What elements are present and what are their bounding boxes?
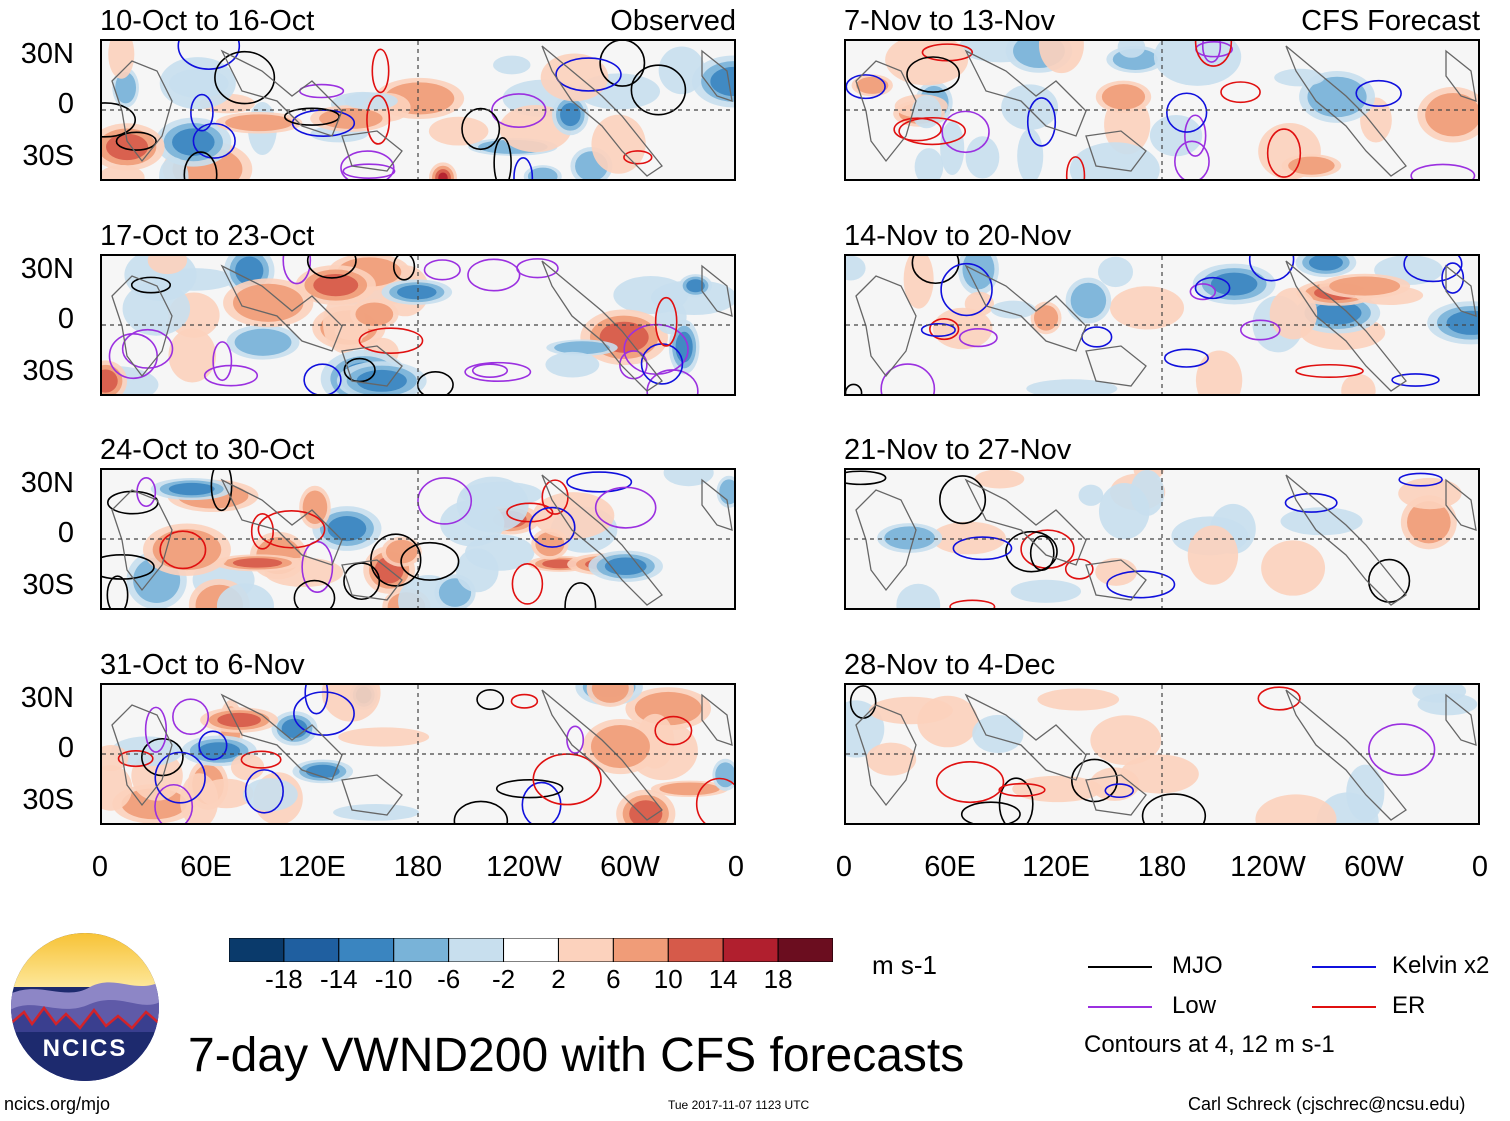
lat-tick-2-0: 0	[57, 303, 74, 335]
colorbar-swatch-2	[338, 937, 395, 963]
observed-lon-tick-4: 120W	[486, 851, 562, 883]
colorbar-swatch-10	[777, 937, 834, 963]
forecast-panel-title-4: 28-Nov to 4-Dec	[844, 649, 1056, 681]
ncics-logo: NCICS	[10, 932, 160, 1082]
forecast-map-1	[844, 39, 1480, 181]
observed-lon-tick-3: 180	[393, 851, 443, 883]
colorbar-tick-8: 14	[708, 964, 738, 994]
colorbar-swatch-3	[393, 937, 450, 963]
colorbar-swatch-0	[228, 937, 285, 963]
legend-line-mjo	[1088, 966, 1152, 968]
observed-panel-title-1: 10-Oct to 16-Oct	[100, 5, 315, 37]
lat-tick-4-0: 0	[57, 732, 74, 764]
colorbar	[228, 937, 834, 963]
observed-map-2	[100, 254, 736, 396]
legend-label-low: Low	[1172, 992, 1217, 1019]
lat-tick-1-30N: 30N	[20, 38, 74, 70]
logo-text: NCICS	[43, 1035, 128, 1062]
colorbar-tick-0: -18	[265, 964, 303, 994]
colorbar-tick-4: -2	[491, 964, 516, 994]
forecast-lon-tick-1: 60E	[924, 851, 976, 883]
observed-panel-title-2: 17-Oct to 23-Oct	[100, 220, 315, 252]
colorbar-swatch-6	[557, 937, 614, 963]
observed-lon-tick-2: 120E	[278, 851, 346, 883]
forecast-map-3	[844, 468, 1480, 610]
lat-tick-3-30N: 30N	[20, 467, 74, 499]
colorbar-tick-3: -6	[437, 964, 461, 994]
colorbar-tick-1: -14	[320, 964, 358, 994]
forecast-lon-tick-3: 180	[1137, 851, 1187, 883]
colorbar-units: m s-1	[872, 950, 937, 980]
legend-label-mjo: MJO	[1172, 952, 1223, 979]
colorbar-swatch-1	[283, 937, 340, 963]
legend-line-low	[1088, 1006, 1152, 1008]
colorbar-swatch-7	[612, 937, 669, 963]
footer-url: ncics.org/mjo	[4, 1094, 111, 1114]
observed-lon-tick-0: 0	[91, 851, 109, 883]
lat-tick-2-30S: 30S	[22, 355, 74, 387]
chart-title: 7-day VWND200 with CFS forecasts	[188, 1029, 965, 1082]
colorbar-tick-7: 10	[653, 964, 683, 994]
observed-label: Observed	[610, 5, 736, 37]
forecast-lon-tick-2: 120E	[1022, 851, 1090, 883]
lat-tick-4-30N: 30N	[20, 682, 74, 714]
colorbar-tick-6: 6	[606, 964, 621, 994]
footer-timestamp: Tue 2017-11-07 1123 UTC	[668, 1098, 810, 1112]
forecast-label: CFS Forecast	[1301, 5, 1480, 37]
colorbar-swatch-8	[667, 937, 724, 963]
legend-line-er	[1312, 1006, 1376, 1008]
forecast-panel-title-2: 14-Nov to 20-Nov	[844, 220, 1072, 252]
legend-line-kelvin-x2	[1312, 966, 1376, 968]
forecast-lon-tick-4: 120W	[1230, 851, 1306, 883]
colorbar-swatch-4	[448, 937, 505, 963]
observed-panel-title-3: 24-Oct to 30-Oct	[100, 434, 315, 466]
lat-tick-1-30S: 30S	[22, 140, 74, 172]
colorbar-tick-2: -10	[374, 964, 413, 994]
forecast-map-2	[844, 254, 1480, 396]
footer-credit: Carl Schreck (cjschrec@ncsu.edu)	[1188, 1094, 1466, 1114]
forecast-panel-title-1: 7-Nov to 13-Nov	[844, 5, 1056, 37]
lat-tick-3-30S: 30S	[22, 569, 74, 601]
forecast-map-4	[844, 683, 1480, 825]
colorbar-tick-9: 18	[763, 964, 793, 994]
legend-label-er: ER	[1392, 992, 1426, 1019]
colorbar-tick-5: 2	[551, 964, 566, 994]
forecast-lon-tick-0: 0	[835, 851, 853, 883]
colorbar-swatches	[228, 937, 834, 963]
colorbar-swatch-5	[503, 937, 559, 963]
forecast-lon-tick-5: 60W	[1344, 851, 1404, 883]
lat-tick-4-30S: 30S	[22, 784, 74, 816]
contour-note: Contours at 4, 12 m s-1	[1084, 1031, 1335, 1058]
forecast-panel-title-3: 21-Nov to 27-Nov	[844, 434, 1072, 466]
lat-tick-3-0: 0	[57, 517, 74, 549]
observed-map-1	[100, 39, 736, 181]
observed-map-3	[100, 468, 736, 610]
lat-tick-2-30N: 30N	[20, 253, 74, 285]
observed-map-4	[100, 683, 736, 825]
observed-lon-tick-5: 60W	[600, 851, 660, 883]
forecast-lon-tick-6: 0	[1471, 851, 1489, 883]
observed-lon-tick-6: 0	[727, 851, 745, 883]
observed-lon-tick-1: 60E	[180, 851, 232, 883]
colorbar-swatch-9	[722, 937, 779, 963]
lat-tick-1-0: 0	[57, 88, 74, 120]
observed-panel-title-4: 31-Oct to 6-Nov	[100, 649, 305, 681]
legend-label-kelvin-x2: Kelvin x2	[1392, 952, 1490, 979]
